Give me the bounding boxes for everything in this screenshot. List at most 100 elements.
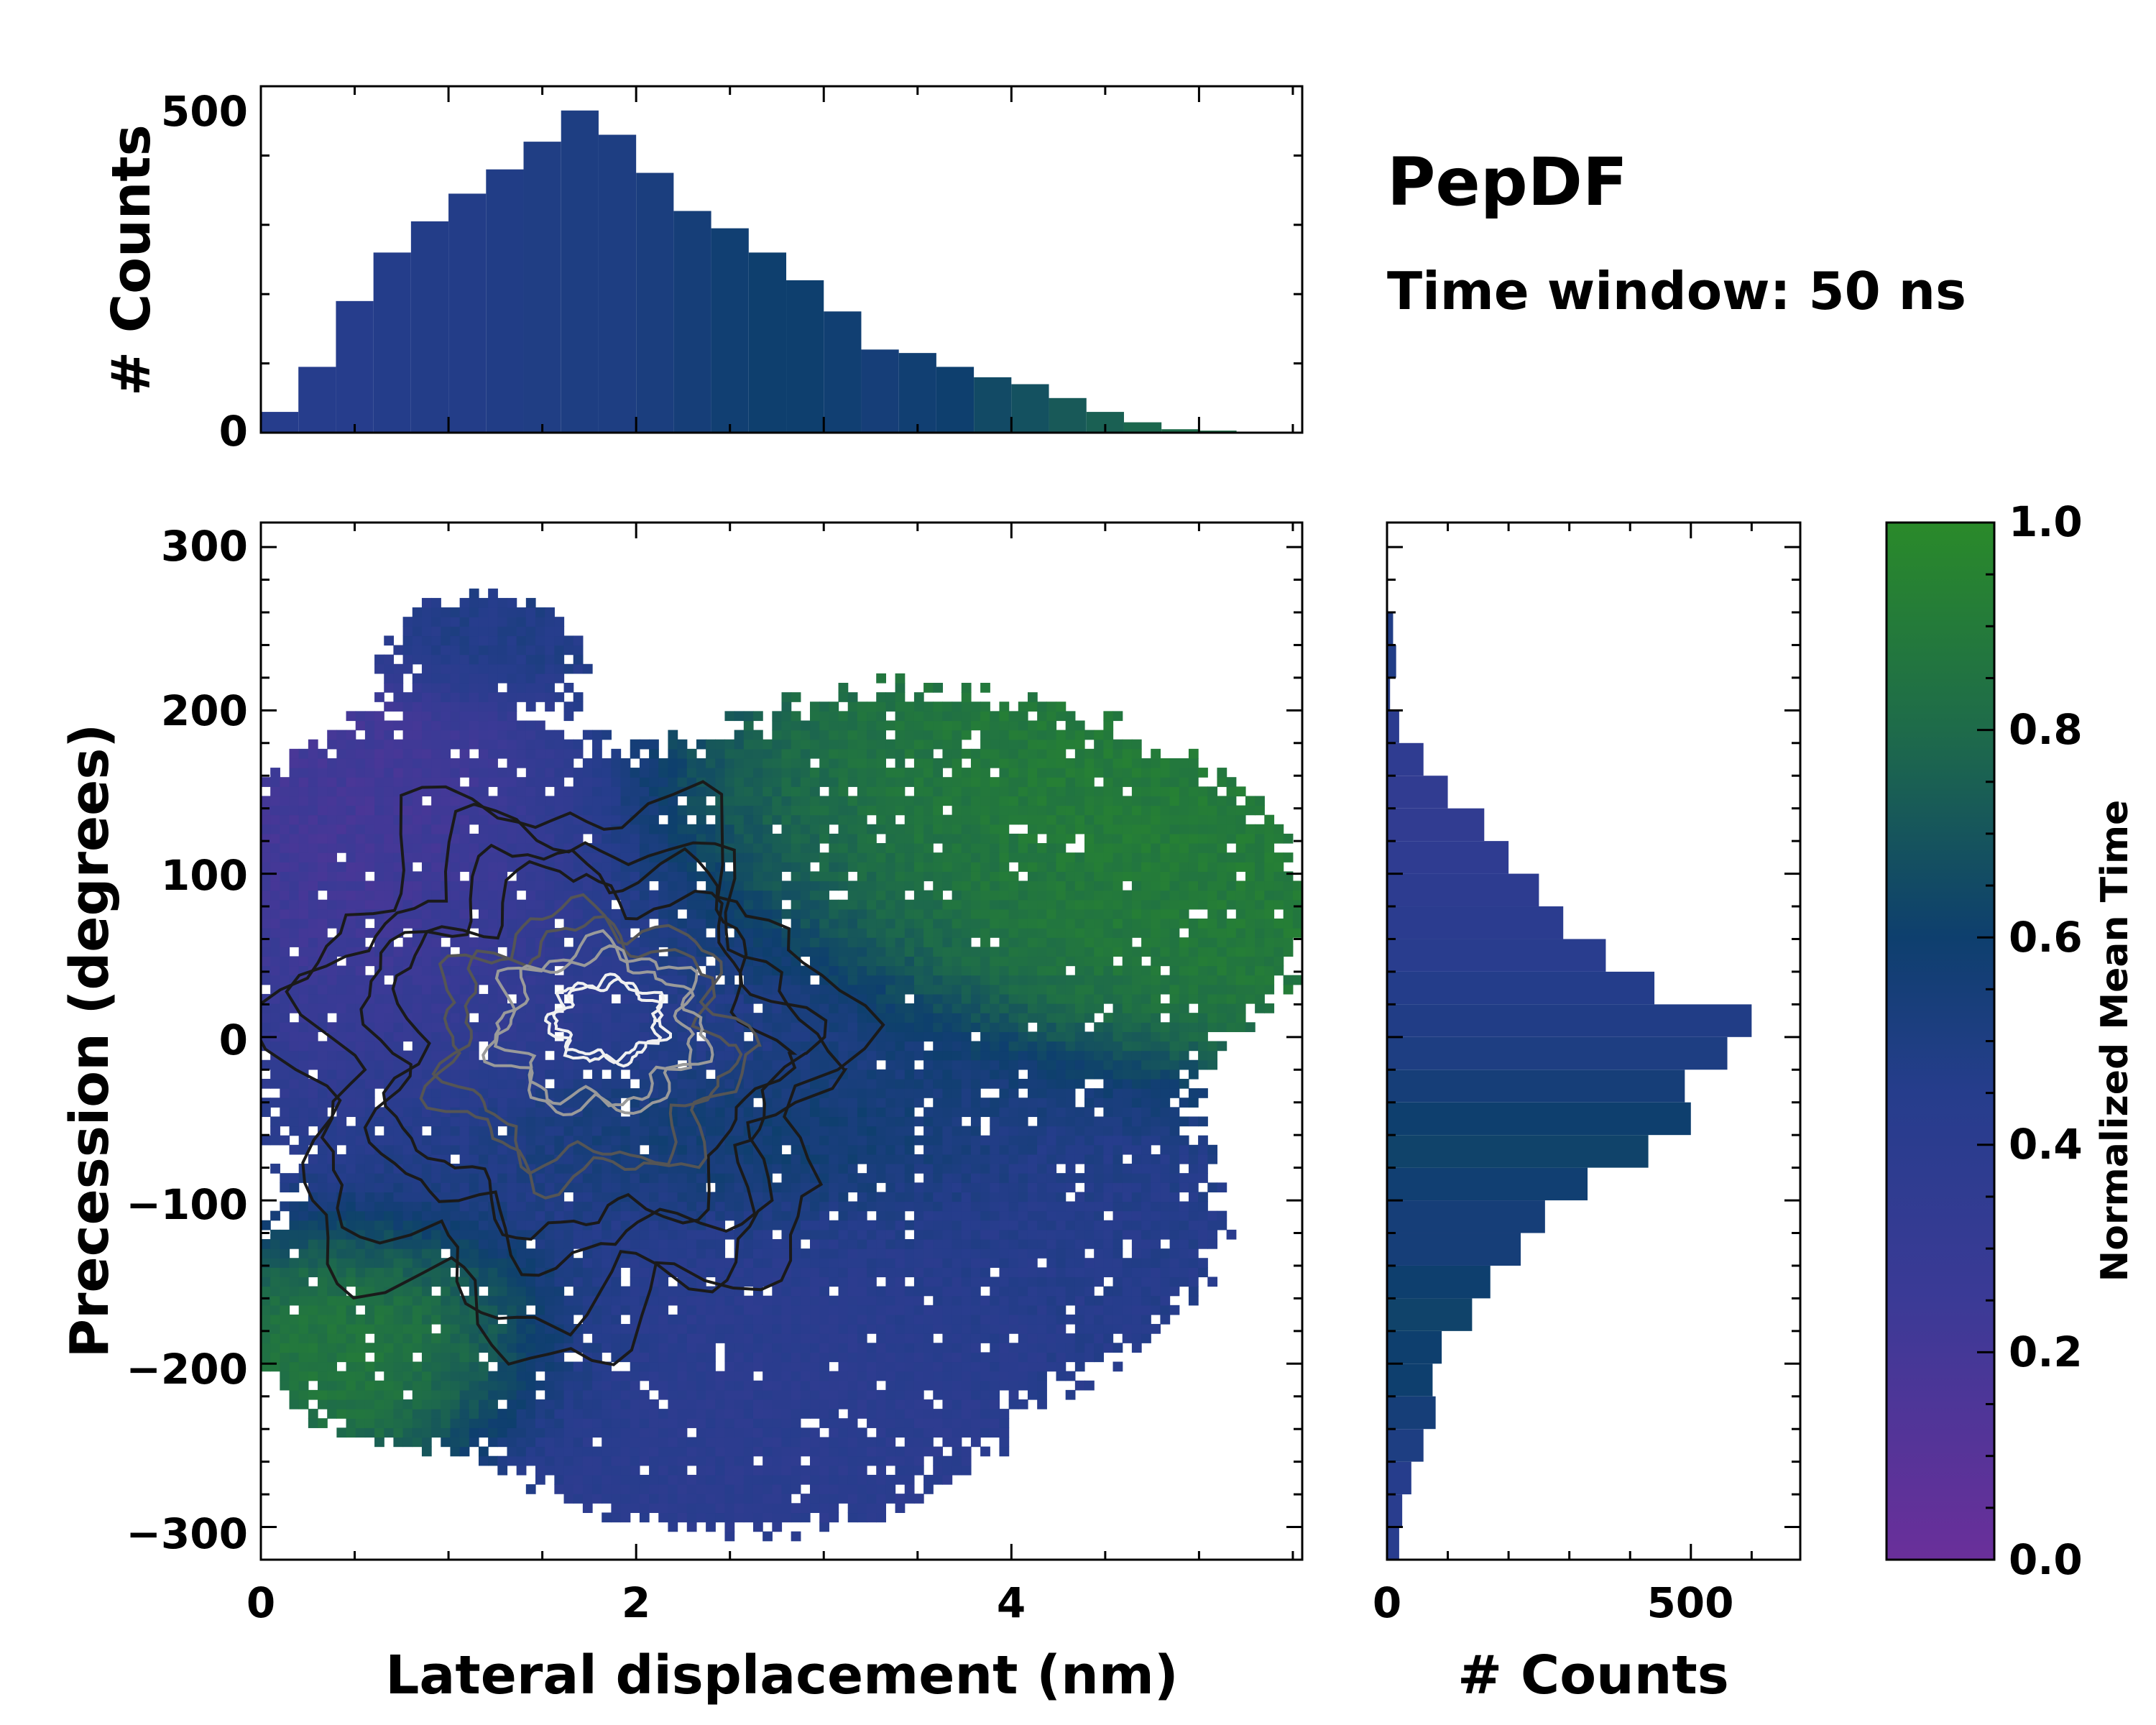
heatmap-cell (270, 1098, 280, 1108)
heatmap-cell (270, 880, 280, 891)
heatmap-cell (346, 1380, 356, 1391)
heatmap-cell (602, 1305, 612, 1315)
heatmap-cell (374, 993, 384, 1004)
heatmap-cell (441, 607, 451, 617)
heatmap-cell (706, 1437, 716, 1448)
heatmap-cell (715, 777, 726, 787)
heatmap-cell (374, 796, 384, 806)
heatmap-cell (327, 730, 337, 740)
heatmap-cell (696, 814, 706, 825)
heatmap-cell (355, 786, 366, 797)
heatmap-cell (838, 1192, 849, 1202)
heatmap-cell (488, 626, 498, 637)
heatmap-cell (800, 890, 811, 901)
heatmap-cell (507, 645, 517, 656)
heatmap-cell (374, 1352, 384, 1363)
heatmap-cell (421, 683, 432, 693)
heatmap-cell (336, 1305, 347, 1315)
heatmap-cell (592, 1494, 602, 1504)
heatmap-cell (573, 1069, 584, 1080)
heatmap-cell (535, 1248, 545, 1259)
heatmap-cell (384, 1013, 395, 1023)
heatmap-cell (346, 758, 356, 768)
heatmap-cell (270, 833, 280, 844)
heatmap-cell (772, 1343, 783, 1353)
heatmap-cell (573, 1041, 584, 1052)
heatmap-cell (752, 1465, 763, 1476)
heatmap-cell (592, 965, 602, 976)
heatmap-cell (384, 702, 395, 712)
heatmap-cell (364, 1389, 375, 1400)
heatmap-cell (516, 805, 527, 816)
heatmap-cell (431, 1371, 441, 1381)
heatmap-cell (346, 814, 356, 825)
heatmap-cell (724, 1144, 735, 1155)
heatmap-cell (280, 947, 290, 957)
heatmap-cell (752, 1286, 763, 1297)
heatmap-cell (639, 1059, 650, 1070)
heatmap-cell (819, 1154, 829, 1164)
heatmap-cell (374, 1078, 384, 1089)
heatmap-cell (563, 1474, 574, 1485)
heatmap-cell (459, 1389, 470, 1400)
heatmap-cell (336, 739, 347, 750)
heatmap-cell (525, 702, 536, 712)
heatmap-cell (459, 824, 470, 834)
heatmap-cell (715, 1192, 726, 1202)
heatmap-cell (374, 1333, 384, 1343)
top-histogram-bar (824, 311, 862, 433)
heatmap-cell (582, 1371, 593, 1381)
heatmap-cell (696, 1201, 706, 1212)
top-histogram-bar (448, 193, 487, 433)
top-histogram-bar (636, 172, 674, 433)
heatmap-cell (763, 1126, 773, 1136)
heatmap-cell (781, 1484, 792, 1494)
heatmap-cell (592, 1107, 602, 1118)
heatmap-cell (516, 1173, 527, 1183)
heatmap-cell (327, 1003, 337, 1013)
heatmap-cell (743, 880, 754, 891)
heatmap-cell (630, 1286, 640, 1297)
heatmap-cell (478, 1078, 489, 1089)
heatmap-cell (507, 607, 517, 617)
heatmap-cell (772, 1512, 783, 1523)
heatmap-cell (582, 730, 593, 740)
heatmap-cell (763, 947, 773, 957)
heatmap-cell (374, 1361, 384, 1372)
heatmap-cell (582, 1324, 593, 1334)
heatmap-cell (724, 1182, 735, 1192)
top-histogram-panel: 500 0 # Counts (101, 85, 1304, 456)
heatmap-cell (431, 1314, 441, 1325)
heatmap-cell (677, 1126, 688, 1136)
heatmap-cell (346, 843, 356, 853)
heatmap-cell (838, 965, 849, 976)
heatmap-cell (582, 1173, 593, 1183)
heatmap-cell (639, 899, 650, 910)
heatmap-cell (819, 1078, 829, 1089)
heatmap-cell (459, 1371, 470, 1381)
heatmap-cell (535, 1022, 545, 1032)
heatmap-cell (677, 1484, 688, 1494)
heatmap-cell (563, 768, 574, 778)
heatmap-cell (819, 928, 829, 938)
heatmap-cell (507, 1210, 517, 1221)
heatmap-cell (582, 880, 593, 891)
heatmap-cell (724, 993, 735, 1004)
heatmap-cell (280, 1003, 290, 1013)
heatmap-cell (772, 1248, 783, 1259)
heatmap-cell (469, 1333, 479, 1343)
heatmap-cell (355, 937, 366, 947)
heatmap-cell (743, 824, 754, 834)
heatmap-cell (781, 1380, 792, 1391)
heatmap-cell (819, 1343, 829, 1353)
heatmap-cell (270, 1059, 280, 1070)
heatmap-cell (630, 1031, 640, 1042)
heatmap-cell (734, 1465, 745, 1476)
heatmap-cell (336, 1013, 347, 1023)
heatmap-cell (402, 626, 413, 637)
heatmap-cell (620, 1135, 631, 1146)
heatmap-cell (431, 1173, 441, 1183)
heatmap-cell (602, 1078, 612, 1089)
heatmap-cell (602, 1437, 612, 1448)
heatmap-cell (686, 918, 697, 929)
